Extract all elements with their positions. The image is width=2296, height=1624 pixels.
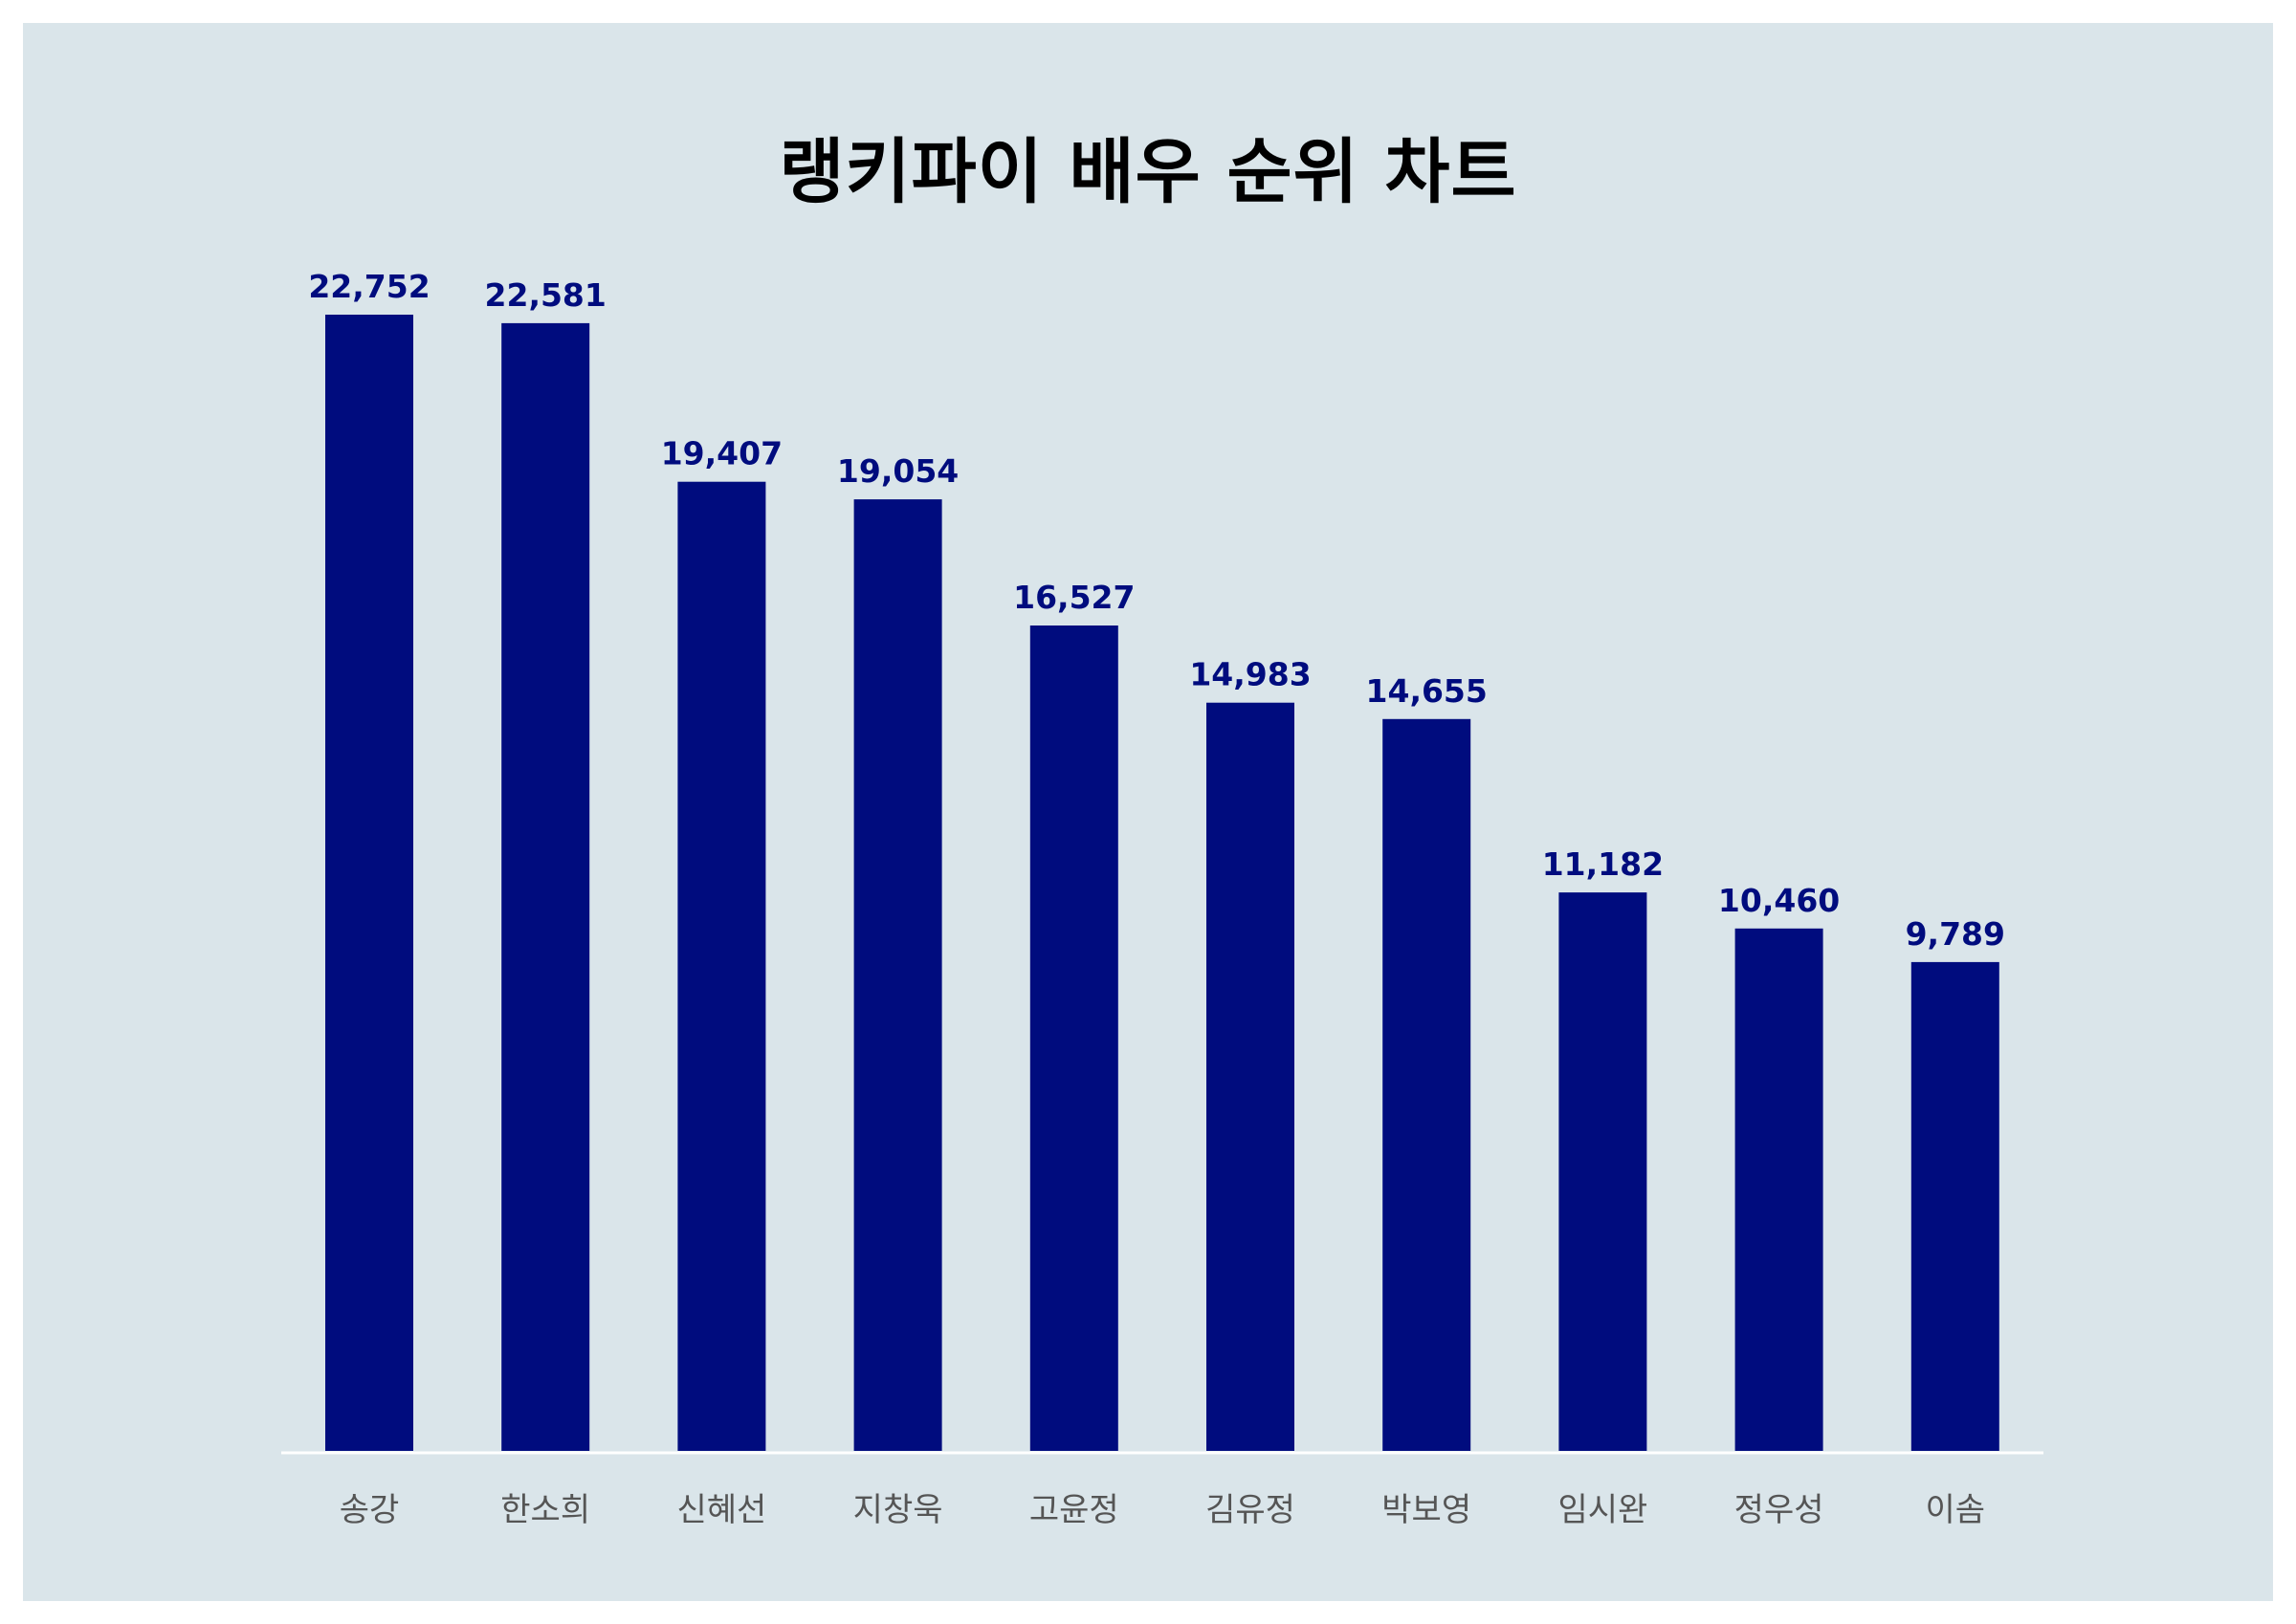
x-tick-labels-group: 송강 한소희 신혜선 지창욱 고윤정 김유정 박보영 임시완 정우성 이솜	[340, 1491, 1985, 1529]
bar-value-label: 19,407	[661, 435, 783, 472]
x-tick-label: 송강	[340, 1491, 400, 1529]
bar-value-label: 10,460	[1718, 882, 1840, 919]
value-labels-group: 22,752 22,581 19,407 19,054 16,527 14,983 14,6…	[308, 268, 2005, 953]
chart-title: 랭키파이 배우 순위 차트	[779, 131, 1517, 213]
bar	[1029, 625, 1118, 1451]
x-tick-label: 김유정	[1205, 1491, 1295, 1529]
bar	[1206, 702, 1294, 1451]
bar-value-label: 19,054	[837, 452, 959, 490]
bar-value-label: 22,581	[485, 276, 607, 314]
x-tick-label: 임시완	[1557, 1491, 1647, 1529]
bar	[677, 481, 766, 1451]
bar-value-label: 16,527	[1013, 579, 1135, 616]
bar-value-label: 14,655	[1366, 672, 1488, 710]
bar	[853, 499, 942, 1451]
bar-value-label: 11,182	[1542, 845, 1664, 883]
x-tick-label: 지창욱	[853, 1491, 943, 1529]
bar-value-label: 14,983	[1189, 656, 1311, 693]
bars-group	[325, 315, 1999, 1451]
x-tick-label: 신혜선	[676, 1491, 766, 1529]
x-tick-label: 이솜	[1926, 1491, 1986, 1529]
bar	[325, 315, 413, 1451]
bar	[501, 322, 590, 1451]
bar	[1734, 928, 1823, 1451]
x-tick-label: 정우성	[1734, 1491, 1824, 1529]
x-tick-label: 고윤정	[1029, 1491, 1119, 1529]
bar	[1558, 892, 1647, 1451]
x-tick-label: 박보영	[1381, 1491, 1471, 1529]
bar	[1910, 961, 1999, 1451]
bar	[1382, 718, 1471, 1451]
bar-value-label: 22,752	[308, 268, 430, 305]
x-tick-label: 한소희	[500, 1491, 590, 1529]
bar-value-label: 9,789	[1906, 915, 2005, 953]
